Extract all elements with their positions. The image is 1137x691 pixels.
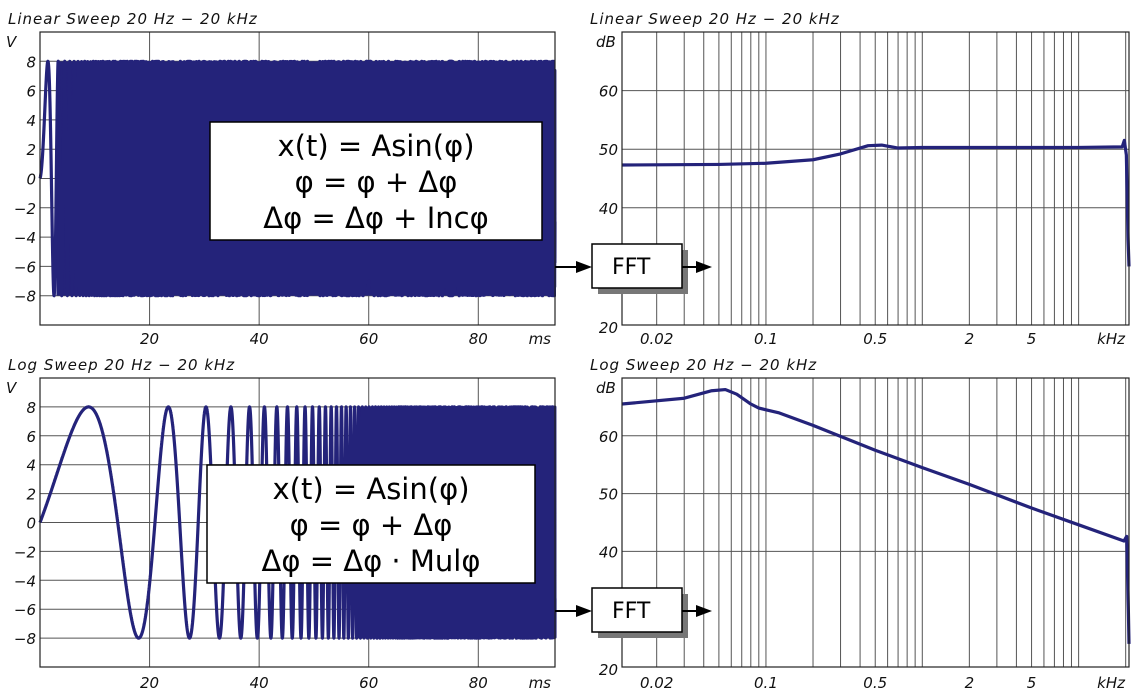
equation-frame (206, 464, 536, 584)
chart-title: Log Sweep 20 Hz − 20 kHz (590, 356, 817, 374)
y-tick-label: 60 (599, 428, 618, 446)
spectrum-trace (621, 138, 1131, 267)
x-unit-label: kHz (1097, 330, 1126, 348)
y-tick-label: 6 (26, 83, 36, 101)
y-tick-label: −8 (14, 288, 36, 306)
signal-trace (38, 405, 557, 640)
plot-frame (621, 31, 1130, 326)
chart-log_fft: Log Sweep 20 Hz − 20 kHz dB 60 50 40 20 0.02 0.… (555, 356, 1131, 691)
x-unit-label: ms (529, 674, 552, 691)
y-unit-label: V (6, 33, 18, 51)
x-tick-label: 40 (250, 330, 269, 348)
y-tick-label: 2 (26, 486, 36, 504)
x-tick-label: 0.1 (754, 674, 778, 691)
x-tick-label: 80 (469, 674, 488, 691)
chart-lin_fft: Linear Sweep 20 Hz − 20 kHz dB 60 50 40 20 0.0… (555, 10, 1131, 348)
y-tick-label: −4 (14, 229, 36, 247)
x-tick-label: 20 (140, 674, 159, 691)
x-tick-label: 5 (1027, 330, 1037, 348)
equation-line: x(t) = Asin(φ) (272, 472, 469, 506)
y-tick-label: 4 (26, 112, 36, 130)
signal-trace (38, 59, 557, 298)
fft-label: FFT (555, 243, 712, 294)
plot-frame (621, 377, 1130, 668)
x-tick-label: 0.02 (640, 674, 673, 691)
fft-text: FFT (612, 255, 651, 280)
y-unit-label: dB (596, 379, 616, 397)
fft-box (591, 587, 683, 633)
x-tick-label: 0.1 (754, 330, 778, 348)
x-tick-label: 20 (140, 330, 159, 348)
equation-frame (209, 121, 543, 241)
x-tick-label: 2 (965, 330, 975, 348)
x-tick-label: 5 (1027, 674, 1037, 691)
y-tick-label: 8 (26, 53, 36, 71)
arrow-in-head (576, 261, 592, 273)
x-tick-label: 0.02 (640, 330, 673, 348)
plot-frame (39, 31, 556, 326)
y-tick-label: 8 (26, 399, 36, 417)
chart-title: Log Sweep 20 Hz − 20 kHz (8, 356, 235, 374)
y-tick-label: −4 (14, 572, 36, 590)
y-tick-label: 60 (599, 83, 618, 101)
equation-line: φ = φ + Δφ (290, 508, 453, 542)
x-unit-label: kHz (1097, 674, 1126, 691)
y-unit-label: dB (596, 33, 616, 51)
chart-title: Linear Sweep 20 Hz − 20 kHz (8, 10, 258, 28)
y-tick-label: 0 (26, 515, 36, 533)
plot-frame (39, 377, 556, 668)
y-tick-label: −6 (14, 601, 36, 619)
arrow-out-head (696, 605, 712, 617)
x-unit-label: ms (529, 330, 552, 348)
y-tick-label: 20 (599, 661, 618, 679)
y-tick-label: 50 (599, 486, 618, 504)
y-tick-label: 0 (26, 171, 36, 189)
y-tick-label: 6 (26, 428, 36, 446)
y-tick-label: −2 (14, 200, 36, 218)
x-tick-label: 0.5 (863, 330, 887, 348)
equation-line: Δφ = Δφ + Incφ (263, 201, 488, 235)
x-tick-label: 0.5 (863, 674, 887, 691)
y-tick-label: 20 (599, 319, 618, 337)
chart-lin_time: Linear Sweep 20 Hz − 20 kHzV86420−2−4−6−… (6, 10, 557, 348)
x-tick-label: 60 (359, 330, 378, 348)
equation-line: Δφ = Δφ · Mulφ (262, 544, 481, 578)
equation-line: φ = φ + Δφ (295, 165, 458, 199)
y-tick-label: 4 (26, 457, 36, 475)
y-tick-label: 40 (599, 543, 618, 561)
arrow-out-head (696, 261, 712, 273)
fft-label: FFT (555, 587, 712, 638)
equation-line: x(t) = Asin(φ) (277, 129, 474, 163)
spectrum-trace (621, 387, 1131, 644)
y-tick-label: 40 (599, 200, 618, 218)
chart-log_time: Log Sweep 20 Hz − 20 kHzV86420−2−4−6−820… (6, 356, 557, 691)
arrow-in-head (576, 605, 592, 617)
fft-text: FFT (612, 599, 651, 624)
y-tick-label: −8 (14, 630, 36, 648)
x-tick-label: 80 (469, 330, 488, 348)
x-tick-label: 60 (359, 674, 378, 691)
x-tick-label: 2 (965, 674, 975, 691)
y-tick-label: 2 (26, 141, 36, 159)
x-tick-label: 40 (250, 674, 269, 691)
fft-box (591, 243, 683, 289)
y-unit-label: V (6, 379, 18, 397)
y-tick-label: −2 (14, 543, 36, 561)
chart-title: Linear Sweep 20 Hz − 20 kHz (590, 10, 840, 28)
y-tick-label: 50 (599, 141, 618, 159)
y-tick-label: −6 (14, 258, 36, 276)
